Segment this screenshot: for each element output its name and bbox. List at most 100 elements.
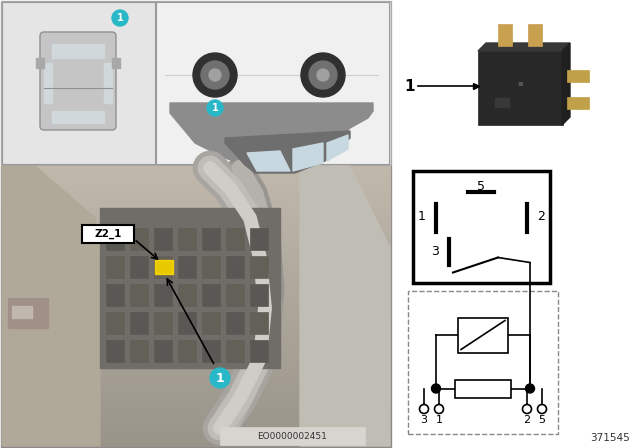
Polygon shape (170, 103, 373, 165)
Bar (2, 198, 390, 199)
Bar (2, 417, 390, 418)
Bar (2, 386, 390, 387)
Bar (106, 256, 124, 278)
Text: 1: 1 (404, 78, 415, 94)
Bar (2, 268, 390, 269)
Bar (154, 340, 172, 362)
Bar (2, 407, 390, 408)
Bar (2, 253, 390, 254)
Circle shape (435, 405, 444, 414)
Text: 5: 5 (538, 415, 545, 425)
Bar (2, 365, 390, 366)
Bar (2, 421, 390, 422)
Bar (2, 418, 390, 419)
Bar (154, 228, 172, 250)
Bar (2, 422, 390, 423)
Bar (2, 357, 390, 358)
Bar (2, 356, 390, 357)
Bar (2, 344, 390, 345)
Bar (2, 234, 390, 235)
Bar (12, 306, 32, 318)
Bar (2, 261, 390, 262)
Bar (2, 281, 390, 282)
Bar (2, 170, 390, 171)
Bar (2, 286, 390, 287)
Bar (2, 382, 390, 383)
Bar (2, 277, 390, 278)
Bar (2, 413, 390, 414)
Bar (2, 215, 390, 216)
Bar (2, 432, 390, 433)
Bar (2, 340, 390, 341)
Bar (112, 58, 120, 68)
Bar (2, 408, 390, 409)
Bar (178, 312, 196, 334)
Bar (154, 284, 172, 306)
Bar (2, 197, 390, 198)
Bar (2, 233, 390, 234)
Bar (2, 416, 390, 417)
Bar (2, 393, 390, 394)
Bar (2, 189, 390, 190)
Bar (2, 303, 390, 304)
Bar (2, 238, 390, 239)
Bar (2, 390, 390, 391)
Bar (2, 216, 390, 217)
Bar (2, 440, 390, 441)
Bar (2, 307, 390, 308)
Bar (2, 420, 390, 421)
Bar (2, 220, 390, 221)
Bar (2, 325, 390, 326)
Bar (2, 437, 390, 438)
Bar (2, 266, 390, 267)
Bar (202, 284, 220, 306)
Polygon shape (327, 135, 348, 161)
Bar (2, 409, 390, 410)
Bar (2, 182, 390, 183)
Bar (226, 340, 244, 362)
Bar (2, 263, 390, 264)
Bar (202, 228, 220, 250)
Bar (2, 389, 390, 390)
Bar (2, 171, 390, 172)
Bar (2, 374, 390, 375)
Bar (2, 346, 390, 347)
Bar (408, 291, 558, 434)
Bar (2, 275, 390, 276)
Bar (2, 284, 390, 285)
Bar (2, 438, 390, 439)
Bar (2, 193, 390, 194)
Bar (2, 317, 390, 318)
Bar (2, 201, 390, 202)
Bar (2, 419, 390, 420)
Bar (2, 178, 390, 179)
Bar (2, 291, 390, 292)
Bar (44, 63, 52, 103)
Text: 1: 1 (212, 103, 218, 113)
Bar (2, 267, 390, 268)
Bar (2, 415, 390, 416)
Bar (2, 187, 390, 188)
Bar (2, 347, 390, 348)
Bar (2, 434, 390, 435)
Bar (2, 208, 390, 209)
Bar (154, 312, 172, 334)
Bar (2, 283, 390, 284)
Bar (2, 256, 390, 257)
Bar (2, 174, 390, 175)
Bar (2, 423, 390, 424)
Bar (250, 256, 268, 278)
Bar (2, 361, 390, 362)
Bar (2, 290, 390, 291)
Polygon shape (478, 43, 570, 51)
Bar (2, 328, 390, 329)
Bar (2, 186, 390, 187)
Bar (250, 340, 268, 362)
Bar (2, 177, 390, 178)
Circle shape (301, 53, 345, 97)
Bar (2, 294, 390, 295)
Bar (2, 183, 390, 184)
Bar (82, 225, 134, 243)
Bar (2, 400, 390, 401)
Text: 3: 3 (431, 245, 439, 258)
